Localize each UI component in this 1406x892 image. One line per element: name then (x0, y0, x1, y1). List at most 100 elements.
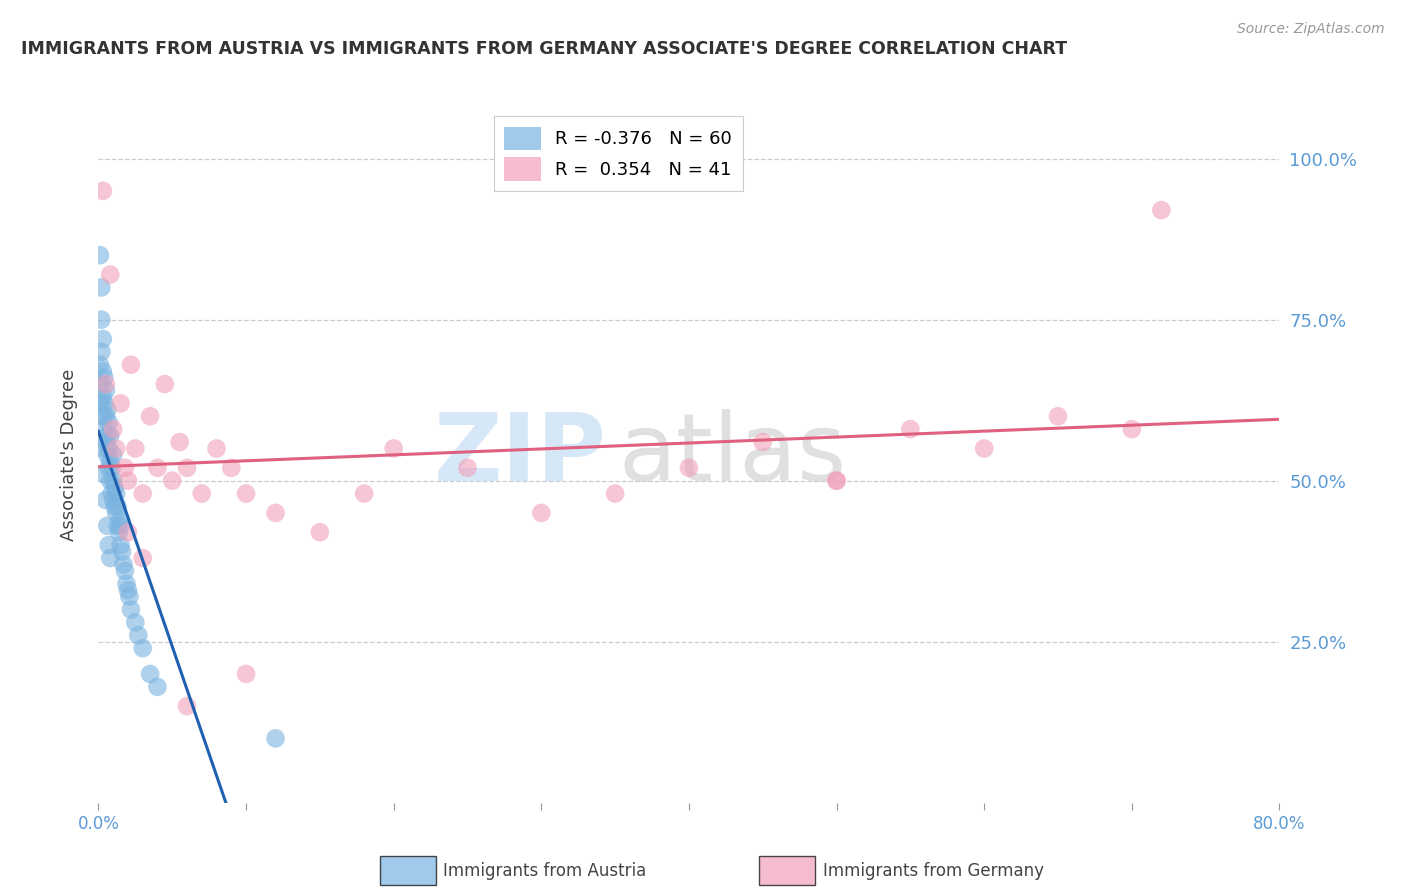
Point (100, 460, 122, 475)
Point (825, 474, 848, 488)
Point (90, 344, 112, 359)
Point (94, 377, 117, 392)
Text: Source: ZipAtlas.com: Source: ZipAtlas.com (1237, 22, 1385, 37)
Point (117, 525, 139, 540)
Point (98, 551, 121, 566)
Point (94, 384, 117, 398)
Point (93, 422, 115, 436)
Point (221, 460, 243, 475)
Point (678, 460, 700, 475)
Point (90, 312, 112, 326)
Point (139, 409, 162, 424)
Point (114, 564, 136, 578)
Point (107, 518, 129, 533)
Point (90, 280, 112, 294)
Point (111, 544, 134, 558)
Point (93, 396, 115, 410)
Point (89, 248, 111, 262)
Point (309, 525, 332, 540)
Point (118, 590, 141, 604)
Point (91, 409, 114, 424)
Point (191, 486, 214, 500)
Point (353, 486, 375, 500)
Point (457, 460, 479, 475)
Point (124, 615, 146, 630)
Point (176, 460, 198, 475)
Point (112, 558, 135, 572)
Point (104, 480, 127, 494)
Point (146, 680, 169, 694)
Point (1121, 422, 1143, 436)
Point (97, 442, 120, 456)
Point (132, 486, 155, 500)
Point (127, 628, 149, 642)
Point (98, 454, 121, 468)
Point (108, 525, 131, 540)
Y-axis label: Associate's Degree: Associate's Degree (59, 368, 77, 541)
Point (90, 377, 112, 392)
Point (91, 442, 114, 456)
Point (97, 416, 120, 430)
Text: atlas: atlas (619, 409, 846, 501)
Point (973, 442, 995, 456)
Point (103, 422, 125, 436)
Point (100, 486, 122, 500)
Point (900, 422, 922, 436)
Point (91, 390, 114, 404)
Point (89, 358, 111, 372)
Point (110, 512, 132, 526)
Point (120, 358, 142, 372)
Point (96, 402, 118, 417)
Point (98, 474, 121, 488)
Point (153, 377, 176, 392)
Point (120, 602, 142, 616)
Point (97, 460, 120, 475)
Point (94, 409, 117, 424)
Point (94, 435, 117, 450)
Point (205, 442, 228, 456)
Point (1150, 203, 1173, 218)
Point (96, 428, 118, 442)
Point (825, 474, 848, 488)
Point (146, 460, 169, 475)
Point (91, 364, 114, 378)
Point (96, 448, 118, 462)
Point (115, 576, 138, 591)
Point (124, 442, 146, 456)
Point (132, 551, 155, 566)
Point (162, 474, 183, 488)
Text: IMMIGRANTS FROM AUSTRIA VS IMMIGRANTS FROM GERMANY ASSOCIATE'S DEGREE CORRELATIO: IMMIGRANTS FROM AUSTRIA VS IMMIGRANTS FR… (21, 40, 1067, 58)
Point (114, 460, 136, 475)
Point (103, 493, 125, 508)
Point (264, 731, 287, 746)
Point (96, 518, 118, 533)
Point (530, 506, 553, 520)
Point (382, 442, 405, 456)
Point (605, 486, 627, 500)
Point (110, 538, 132, 552)
Point (94, 493, 117, 508)
Point (1046, 409, 1070, 424)
Text: ZIP: ZIP (433, 409, 606, 501)
Point (235, 486, 257, 500)
Point (104, 500, 127, 514)
Point (107, 500, 129, 514)
Point (235, 667, 257, 681)
Point (169, 435, 191, 450)
Point (97, 538, 120, 552)
Point (93, 467, 115, 482)
Point (176, 699, 198, 714)
Point (98, 268, 121, 282)
Point (110, 396, 132, 410)
Point (103, 474, 125, 488)
Point (117, 583, 139, 598)
Point (89, 396, 111, 410)
Point (103, 448, 125, 462)
Point (264, 506, 287, 520)
Point (98, 428, 121, 442)
Legend: R = -0.376   N = 60, R =  0.354   N = 41: R = -0.376 N = 60, R = 0.354 N = 41 (494, 116, 742, 192)
Point (93, 370, 115, 384)
Point (91, 332, 114, 346)
Point (105, 486, 128, 500)
Point (105, 506, 128, 520)
